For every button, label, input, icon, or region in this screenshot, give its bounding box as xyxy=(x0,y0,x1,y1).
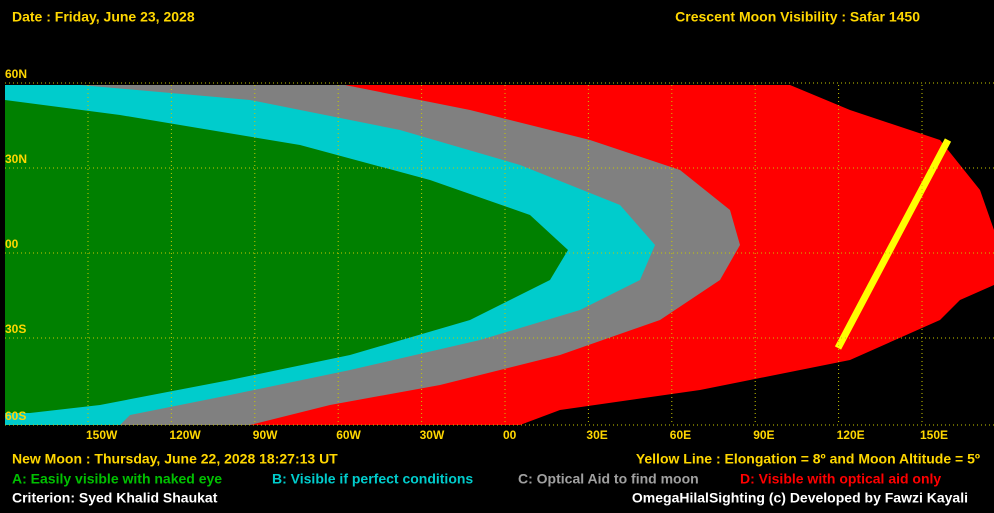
lon-label: 90W xyxy=(253,428,278,442)
lon-label: 120W xyxy=(169,428,201,442)
legend-d: D: Visible with optical aid only xyxy=(740,471,941,487)
grid xyxy=(5,82,994,426)
lon-label: 30E xyxy=(586,428,607,442)
lat-label: 60S xyxy=(5,409,26,423)
lon-label: 90E xyxy=(753,428,774,442)
lon-label: 60W xyxy=(336,428,361,442)
lon-label: 60E xyxy=(670,428,691,442)
lon-label: 150E xyxy=(920,428,948,442)
credit: OmegaHilalSighting (c) Developed by Fawz… xyxy=(632,490,968,506)
legend-a: A: Easily visible with naked eye xyxy=(12,471,222,487)
lat-label: 30S xyxy=(5,322,26,336)
legend-c: C: Optical Aid to find moon xyxy=(518,471,699,487)
lat-label: 00 xyxy=(5,237,19,251)
new-moon: New Moon : Thursday, June 22, 2028 18:27… xyxy=(12,451,338,467)
zone-a xyxy=(5,100,568,413)
lon-label: 150W xyxy=(86,428,118,442)
legend-b: B: Visible if perfect conditions xyxy=(272,471,473,487)
lon-label: 30W xyxy=(420,428,445,442)
lon-label: 120E xyxy=(837,428,865,442)
criterion: Criterion: Syed Khalid Shaukat xyxy=(12,490,218,506)
yellow-line xyxy=(834,138,952,350)
yellow-line-note: Yellow Line : Elongation = 8º and Moon A… xyxy=(636,451,980,467)
lat-label: 60N xyxy=(5,67,27,81)
date: Date : Friday, June 23, 2028 xyxy=(12,9,195,25)
lat-label: 30N xyxy=(5,152,27,166)
title: Crescent Moon Visibility : Safar 1450 xyxy=(675,9,920,25)
lon-label: 00 xyxy=(503,428,517,442)
grid-labels: 60N 30N 00 30S 60S 150W 120W 90W 60W 30W 00 30E 60E 9… xyxy=(5,67,948,442)
